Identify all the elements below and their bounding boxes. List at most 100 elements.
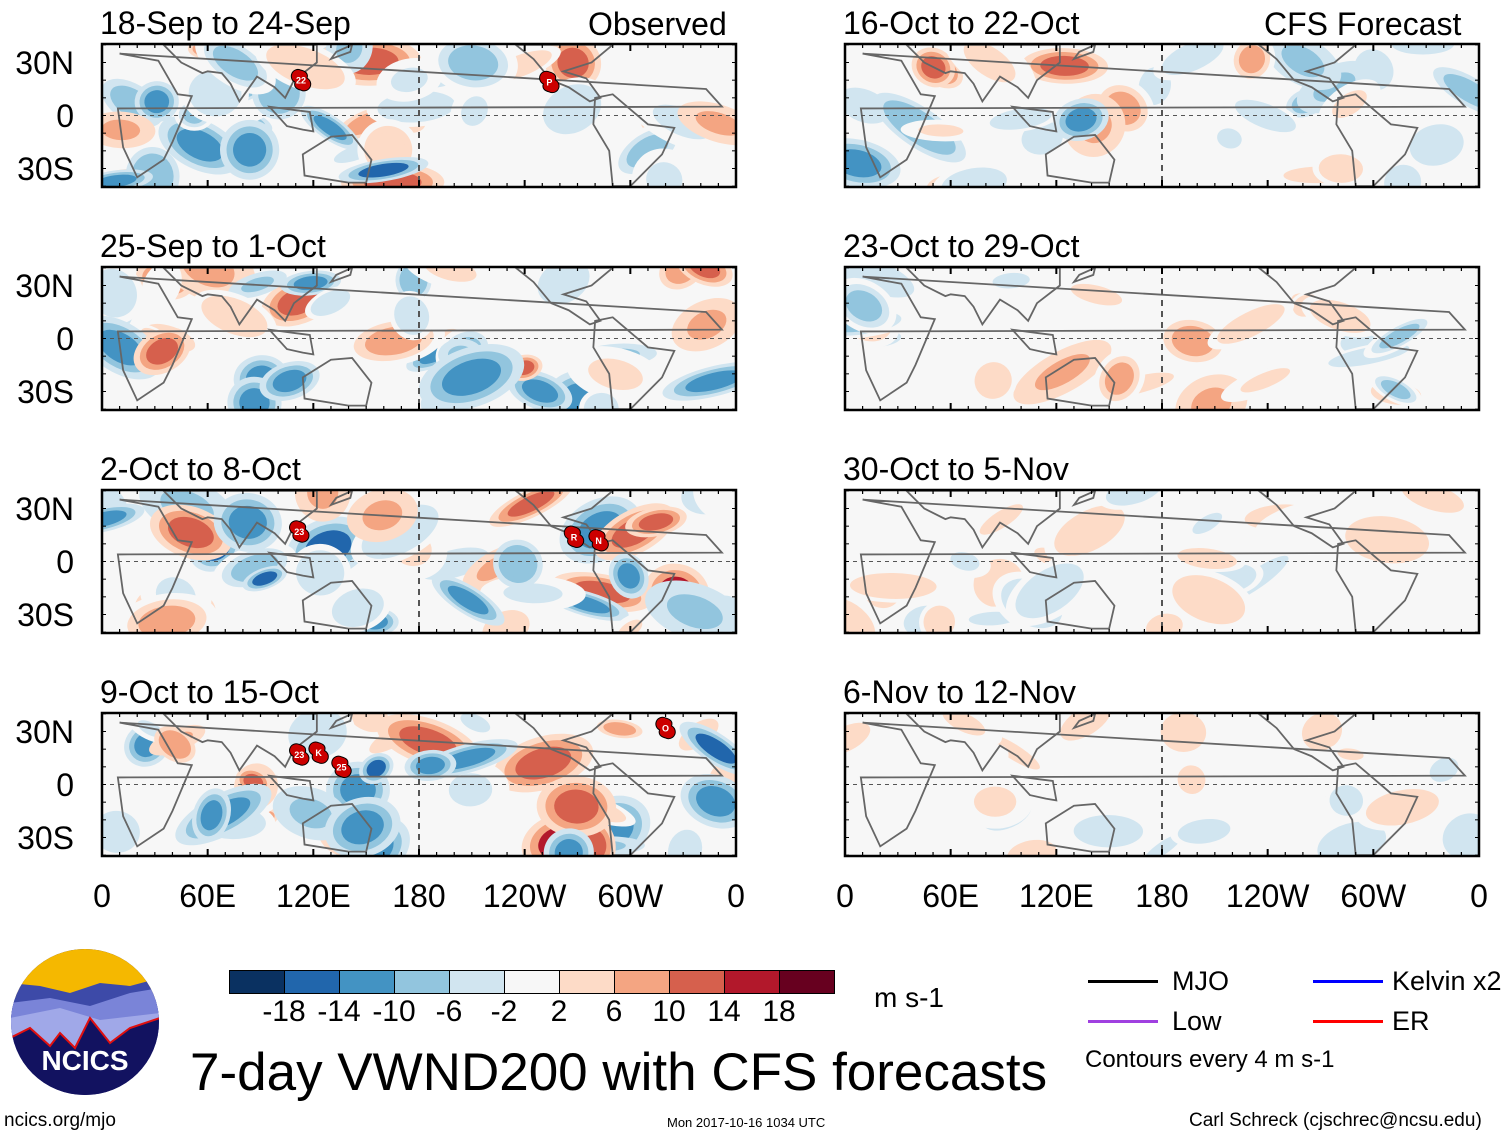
colorbar-tick-label: 6 [605,995,623,1028]
panel-title: 6-Nov to 12-Nov [843,674,1076,710]
anomaly-contour [638,513,674,531]
anomaly-contour [950,552,980,571]
anomaly-contour [504,550,532,578]
coastline [859,275,1467,402]
anomaly-contour [687,309,727,340]
x-tick-label: 0 [93,878,111,914]
anomaly-contour [1104,362,1134,395]
anomaly-contour [862,576,925,596]
storm-label: O [662,723,669,733]
anomaly-contour [441,358,502,396]
anomaly-contour [1217,128,1242,149]
storm-label: 22 [296,76,306,86]
panel-title: 25-Sep to 1-Oct [100,228,326,264]
anomaly-contour [460,713,491,733]
x-tick-label: 60W [597,878,664,914]
anomaly-contour [277,50,334,83]
map-panel [100,265,738,412]
colorbar-swatch [725,971,780,993]
anomaly-contour [102,816,134,847]
coastline [161,490,318,550]
anomaly-contour [554,789,599,824]
coastline [1044,802,1116,853]
map-panel [843,711,1481,858]
anomaly-contour [1171,325,1215,357]
coastline [1009,105,1058,133]
colorbar-tick-label: -10 [372,995,416,1028]
coastline [161,267,318,327]
legend-line-er [1313,1020,1383,1023]
anomaly-contour [708,490,736,510]
anomaly-contour [102,174,137,187]
coastline [116,498,724,625]
x-tick-label: 0 [1470,878,1488,914]
anomaly-contour [293,276,328,291]
anomaly-contour [233,133,267,167]
anomaly-contour [986,734,1040,770]
footer-url[interactable]: ncics.org/mjo [4,1110,116,1131]
storm-label: P [546,77,552,87]
anomaly-contour [1007,839,1057,856]
colorbar [229,970,835,994]
anomaly-contour [341,810,384,845]
coastline [116,275,724,402]
anomaly-contour [1182,582,1235,618]
storm-label: K [315,748,322,758]
y-tick-label: 30S [17,151,74,187]
coastline [592,93,676,187]
panel-title: 16-Oct to 22-Oct [843,5,1080,41]
coastline [116,721,724,848]
anomaly-contour [196,76,235,110]
tropical-cyclone-icon: P [539,70,560,94]
coastline [1335,539,1419,633]
anomaly-contour [515,746,572,780]
legend-label-mjo: MJO [1172,966,1229,996]
anomaly-contour [1449,819,1479,853]
coastline [1335,762,1419,856]
anomaly-contour [1327,827,1377,856]
anomaly-contour [424,267,477,282]
y-tick-label: 30S [17,374,74,410]
x-tick-label: 120E [275,878,351,914]
coastline [1009,551,1058,579]
x-tick-label: 60E [922,878,980,914]
coastline [1044,133,1116,184]
anomaly-contour [1380,379,1411,400]
anomaly-contour [272,369,307,393]
y-tick-label: 0 [56,321,74,357]
storm-label: N [595,536,602,546]
anomaly-contour [626,134,669,168]
anomaly-contour [366,759,386,778]
y-tick-label: 0 [56,544,74,580]
colorbar-swatch [395,971,450,993]
anomaly-contour [1240,368,1291,393]
anomaly-contour [695,111,736,136]
coastline [592,316,676,410]
tropical-cyclone-icon: 25 [331,755,352,778]
anomaly-contour [448,773,493,807]
colorbar-tick-label: 18 [762,995,796,1028]
coastline [1009,774,1058,802]
anomaly-contour [212,45,259,81]
storm-label: 23 [294,527,304,537]
colorbar-tick-label: -2 [490,995,518,1028]
anomaly-contour [845,290,883,322]
anomaly-contour [448,45,499,81]
anomaly-contour [950,172,998,187]
units-label: m s-1 [874,982,944,1013]
colorbar-swatch [780,971,834,993]
anomaly-contour [696,786,736,817]
coastline [592,762,676,856]
colorbar-tick-label: -14 [317,995,361,1028]
anomaly-contour [102,510,127,528]
coastline [904,267,1061,327]
coastline [301,802,373,853]
anomaly-contour [1185,551,1229,567]
coastline [1335,316,1419,410]
colorbar-tick-label: 10 [652,995,686,1028]
anomaly-contour [1410,490,1456,509]
storm-label: 25 [337,762,347,772]
map-panel [843,488,1481,635]
anomaly-contour [695,733,736,764]
coastline [301,356,373,407]
